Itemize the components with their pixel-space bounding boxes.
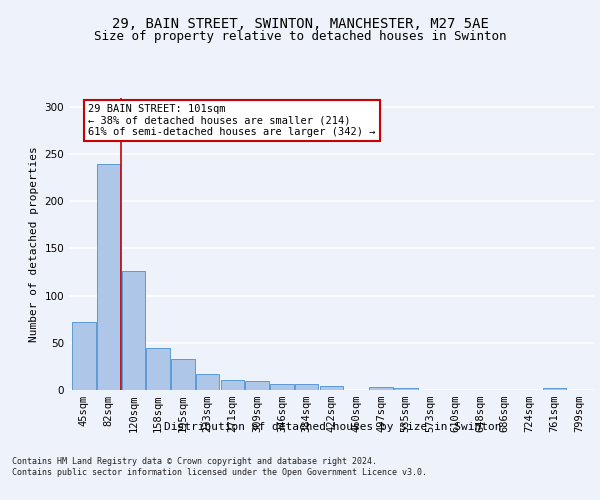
Bar [295,384,319,390]
Bar [270,384,294,390]
Text: Size of property relative to detached houses in Swinton: Size of property relative to detached ho… [94,30,506,43]
Bar [122,271,145,390]
Y-axis label: Number of detached properties: Number of detached properties [29,146,39,342]
Text: Distribution of detached houses by size in Swinton: Distribution of detached houses by size … [164,422,502,432]
Bar [542,388,566,390]
Bar [221,380,244,390]
Bar [97,164,121,390]
Bar [394,388,418,390]
Bar [146,348,170,390]
Bar [171,359,194,390]
Bar [196,374,220,390]
Text: Contains HM Land Registry data © Crown copyright and database right 2024.
Contai: Contains HM Land Registry data © Crown c… [12,458,427,477]
Bar [369,387,393,390]
Bar [245,380,269,390]
Bar [320,386,343,390]
Text: 29, BAIN STREET, SWINTON, MANCHESTER, M27 5AE: 29, BAIN STREET, SWINTON, MANCHESTER, M2… [112,18,488,32]
Text: 29 BAIN STREET: 101sqm
← 38% of detached houses are smaller (214)
61% of semi-de: 29 BAIN STREET: 101sqm ← 38% of detached… [88,104,376,138]
Bar [72,322,95,390]
